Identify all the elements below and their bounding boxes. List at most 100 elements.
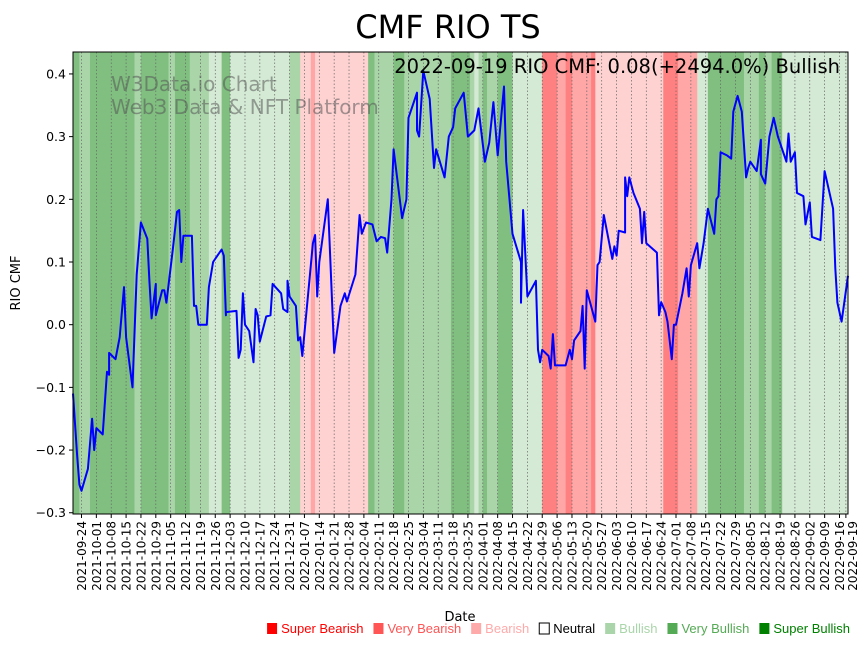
- sentiment-band: [221, 52, 231, 514]
- y-tick-label: 0.0: [46, 317, 66, 332]
- sentiment-band: [374, 52, 394, 514]
- x-tick-label: 2022-02-11: [372, 521, 386, 591]
- x-tick-label: 2022-05-06: [551, 521, 565, 591]
- sentiment-band: [474, 52, 479, 514]
- x-tick-label: 2022-04-08: [491, 521, 505, 591]
- x-tick-label: 2022-03-04: [417, 521, 431, 591]
- x-tick-label: 2022-08-19: [774, 521, 788, 591]
- sentiment-band: [478, 52, 484, 514]
- sentiment-band: [707, 52, 745, 514]
- x-tick-label: 2022-02-25: [402, 521, 416, 591]
- x-tick-label: 2022-01-07: [298, 521, 312, 591]
- x-tick-label: 2021-10-15: [120, 521, 134, 591]
- legend-label: Very Bullish: [681, 621, 749, 636]
- sentiment-band: [168, 52, 176, 514]
- sentiment-band: [89, 52, 135, 514]
- legend-swatch-very-bullish: [667, 623, 678, 634]
- x-tick-label: 2022-03-18: [447, 521, 461, 591]
- sentiment-band: [771, 52, 783, 514]
- x-tick-label: 2022-06-10: [625, 521, 639, 591]
- y-tick-label: 0.4: [46, 66, 66, 81]
- x-tick-label: 2021-10-08: [105, 521, 119, 591]
- x-tick-label: 2022-08-26: [788, 521, 802, 591]
- y-tick-label: −0.2: [36, 443, 66, 458]
- watermark-line-1: W3Data.io Chart: [111, 72, 277, 96]
- sentiment-band: [591, 52, 596, 514]
- legend-swatch-bullish: [605, 623, 616, 634]
- x-tick-label: 2022-07-29: [729, 521, 743, 591]
- plot-frame: [72, 51, 849, 515]
- sentiment-band: [487, 52, 498, 514]
- x-tick-label: 2021-11-05: [164, 521, 178, 591]
- legend-swatch-super-bullish: [759, 623, 770, 634]
- x-tick-label: 2021-09-24: [75, 521, 89, 591]
- x-tick-label: 2022-01-14: [313, 521, 327, 591]
- x-tick-label: 2022-04-15: [506, 521, 520, 591]
- y-tick-label: 0.2: [46, 192, 66, 207]
- sentiment-band: [289, 52, 301, 514]
- x-tick-label: 2021-10-22: [134, 521, 148, 591]
- sentiment-band: [450, 52, 471, 514]
- legend-label: Very Bearish: [387, 621, 461, 636]
- legend-swatch-bearish: [471, 623, 482, 634]
- x-tick-label: 2022-04-29: [536, 521, 550, 591]
- sentiment-band: [310, 52, 316, 514]
- legend-label: Bullish: [619, 621, 657, 636]
- legend: Super Bearish Very Bearish Bearish Neutral B…: [267, 621, 850, 636]
- x-tick-label: 2021-12-24: [268, 521, 282, 591]
- sentiment-band: [482, 52, 488, 514]
- legend-swatch-neutral: [538, 622, 550, 635]
- sentiment-band: [697, 52, 709, 514]
- sentiment-band: [595, 52, 664, 514]
- x-tick-label: 2022-02-18: [387, 521, 401, 591]
- watermark: W3Data.io Chart Web3 Data & NFT Platform: [111, 72, 379, 119]
- y-tick-label: −0.1: [36, 380, 66, 395]
- x-gridlines: [81, 52, 847, 514]
- x-tick-label: 2022-04-22: [521, 521, 535, 591]
- sentiment-band: [140, 52, 169, 514]
- x-tick-label: 2021-11-19: [194, 521, 208, 591]
- x-tick-label: 2021-11-26: [209, 521, 223, 591]
- y-tick-label: −0.3: [36, 505, 66, 520]
- sentiment-band: [79, 52, 91, 514]
- sentiment-band: [497, 52, 513, 514]
- x-tick-label: 2022-05-20: [580, 521, 594, 591]
- x-tick-label: 2022-09-19: [846, 521, 860, 591]
- x-tick-label: 2021-12-17: [253, 521, 267, 591]
- x-tick-label: 2022-09-09: [818, 521, 832, 591]
- x-tick-label: 2021-11-12: [179, 521, 193, 591]
- sentiment-band: [782, 52, 849, 514]
- legend-swatch-super-bearish: [267, 623, 278, 634]
- sentiment-band: [557, 52, 566, 514]
- sentiment-band: [393, 52, 405, 514]
- sentiment-band: [189, 52, 210, 514]
- watermark-line-2: Web3 Data & NFT Platform: [111, 95, 379, 119]
- x-tick-label: 2022-02-04: [357, 521, 371, 591]
- y-tick-label: 0.3: [46, 129, 66, 144]
- x-tick-label: 2022-05-27: [595, 521, 609, 591]
- latest-annotation: 2022-09-19 RIO CMF: 0.08(+2494.0%) Bulli…: [394, 55, 840, 78]
- sentiment-band: [571, 52, 592, 514]
- x-tick-label: 2022-01-21: [328, 521, 342, 591]
- x-axis: 2021-09-24 2021-10-01 2021-10-08 2021-10-15…: [75, 514, 860, 591]
- x-tick-label: 2022-06-17: [640, 521, 654, 591]
- sentiment-band: [663, 52, 679, 514]
- y-axis-label: RIO CMF: [9, 255, 24, 310]
- y-tick-label: 0.1: [46, 255, 66, 270]
- sentiment-band: [542, 52, 558, 514]
- sentiment-band: [765, 52, 772, 514]
- x-tick-label: 2022-09-02: [803, 521, 817, 591]
- legend-label: Super Bullish: [773, 621, 850, 636]
- sentiment-band: [368, 52, 375, 514]
- sentiment-band: [134, 52, 142, 514]
- x-tick-label: 2022-09-16: [833, 521, 847, 591]
- legend-label: Bearish: [485, 621, 529, 636]
- sentiment-band: [73, 52, 80, 514]
- x-tick-label: 2021-12-03: [224, 521, 238, 591]
- legend-label: Super Bearish: [281, 621, 363, 636]
- x-tick-label: 2022-08-12: [759, 521, 773, 591]
- x-tick-label: 2022-07-22: [714, 521, 728, 591]
- x-tick-label: 2021-10-29: [149, 521, 163, 591]
- x-tick-label: 2022-03-25: [461, 521, 475, 591]
- sentiment-band: [758, 52, 766, 514]
